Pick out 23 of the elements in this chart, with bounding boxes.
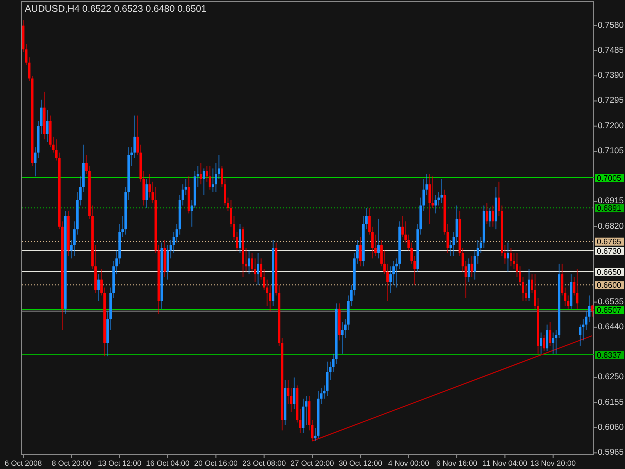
y-tick-label: 0.6060 [598, 422, 624, 432]
chart-title: AUDUSD,H4 0.6522 0.6523 0.6480 0.6501 [25, 4, 207, 15]
y-tick-label: 0.7390 [598, 70, 624, 80]
y-tick-label: 0.6820 [598, 220, 624, 231]
ref-line-label: 0.6507 [597, 306, 622, 315]
y-tick-label: 0.6915 [598, 196, 624, 206]
ref-line-label: 0.6891 [597, 204, 622, 214]
y-tick-label: 0.7105 [598, 145, 624, 156]
y-tick-label: 0.7200 [598, 120, 624, 130]
ref-line-label: 0.7005 [597, 174, 622, 183]
y-tick-label: 0.6440 [598, 321, 624, 332]
ref-line-label: 0.6650 [597, 268, 622, 277]
ref-line-label: 0.6730 [597, 246, 622, 256]
ref-line-label: 0.6600 [597, 281, 622, 290]
y-tick-label: 0.6535 [598, 296, 624, 306]
y-tick-label: 0.5965 [598, 447, 624, 458]
y-tick-label: 0.6155 [598, 396, 624, 407]
y-tick-label: 0.7295 [598, 95, 624, 106]
ref-line-label: 0.6337 [597, 350, 622, 360]
y-tick-label: 0.7580 [598, 20, 624, 30]
y-tick-label: 0.6250 [598, 372, 624, 382]
ref-line-label: 0.6765 [597, 238, 622, 247]
y-tick-label: 0.7485 [598, 44, 624, 55]
